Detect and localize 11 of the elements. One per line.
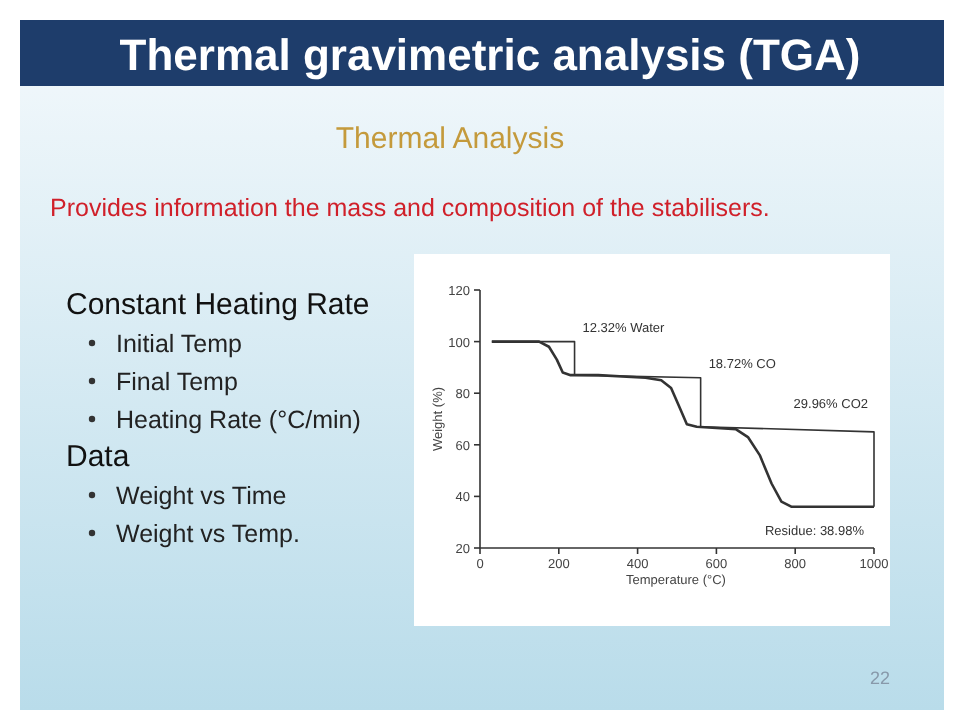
text: Weight vs Temp. (116, 520, 300, 548)
chart-subtitle: Thermal Analysis (335, 122, 565, 156)
text: Initial Temp (116, 330, 243, 358)
text: 22 (869, 668, 890, 688)
text: Final Temp (116, 368, 238, 396)
chart-title: Thermal gravimetric analysis (TGA) (119, 30, 861, 80)
text: Constant Heating Rate (66, 288, 370, 322)
text: Heating Rate (°C/min) (116, 406, 361, 434)
text: Data (66, 440, 131, 474)
text: Weight vs Time (116, 482, 287, 510)
text: Provides information the mass and composition of the stabilisers. (50, 194, 770, 222)
